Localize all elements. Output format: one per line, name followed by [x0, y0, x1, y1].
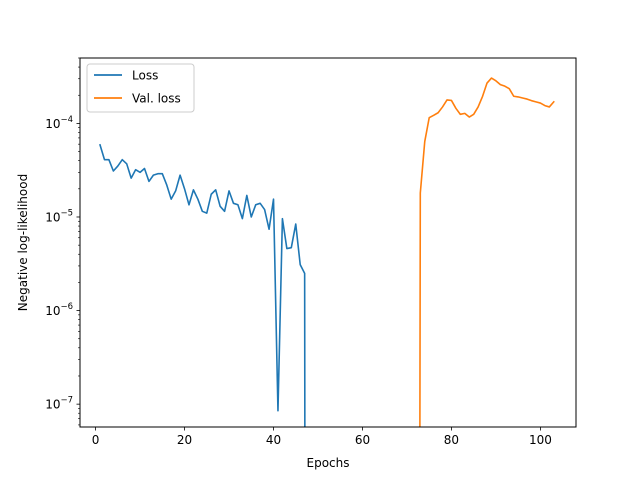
- y-tick-label: 10−5: [45, 208, 73, 224]
- x-axis-label: Epochs: [307, 456, 350, 470]
- series-group: [99, 77, 555, 427]
- x-tick-label: 60: [355, 433, 370, 447]
- legend-box: [86, 63, 195, 113]
- series-line-val-loss: [419, 77, 555, 427]
- legend-label-loss: Loss: [132, 69, 158, 83]
- y-axis-label: Negative log-likelihood: [16, 174, 30, 311]
- ticks-group: 0 20 40 60 80 100 10−7 10−6 10−5 10−4: [45, 57, 552, 447]
- y-tick-label: 10−7: [45, 396, 73, 412]
- series-line-loss: [99, 143, 306, 427]
- plot-frame: [79, 57, 577, 428]
- plot-area: [80, 58, 576, 427]
- y-tick-label: 10−6: [45, 302, 73, 318]
- x-tick-label: 20: [177, 433, 192, 447]
- x-tick-label: 80: [444, 433, 459, 447]
- legend: Loss Val. loss: [86, 63, 195, 113]
- x-tick-label: 0: [92, 433, 100, 447]
- legend-label-val-loss: Val. loss: [132, 92, 181, 106]
- x-tick-label: 40: [266, 433, 281, 447]
- x-tick-label: 100: [529, 433, 552, 447]
- y-tick-label: 10−4: [45, 115, 73, 131]
